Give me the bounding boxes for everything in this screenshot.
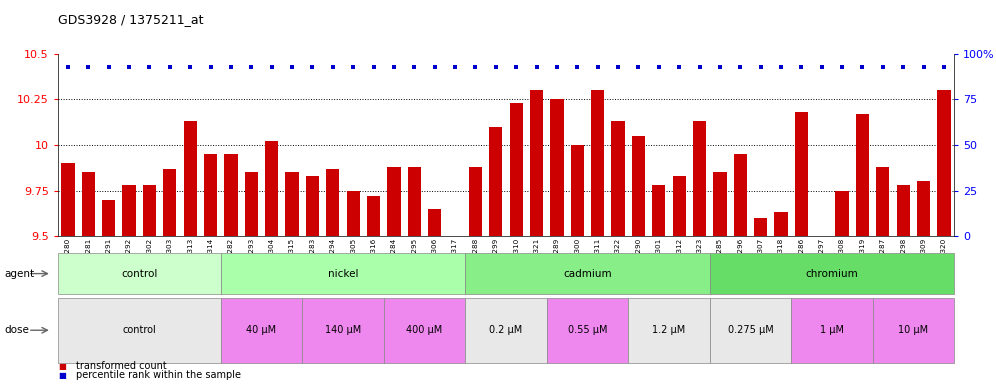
Text: ■: ■: [58, 371, 66, 380]
Bar: [286, 172, 299, 236]
Text: control: control: [122, 268, 157, 279]
Bar: [326, 169, 340, 236]
Bar: [693, 121, 706, 236]
Bar: [774, 212, 788, 236]
Text: 140 μM: 140 μM: [325, 325, 362, 335]
Bar: [448, 236, 462, 242]
Bar: [795, 112, 808, 236]
Text: percentile rank within the sample: percentile rank within the sample: [76, 370, 241, 380]
Bar: [713, 172, 726, 236]
Text: chromium: chromium: [806, 268, 859, 279]
Bar: [183, 121, 197, 236]
Bar: [530, 90, 543, 236]
Bar: [387, 167, 400, 236]
Bar: [306, 176, 319, 236]
Text: 0.55 μM: 0.55 μM: [568, 325, 608, 335]
Text: 40 μM: 40 μM: [246, 325, 277, 335]
Bar: [347, 190, 360, 236]
Text: 10 μM: 10 μM: [898, 325, 928, 335]
Bar: [856, 114, 870, 236]
Bar: [734, 154, 747, 236]
Bar: [571, 145, 584, 236]
Bar: [204, 154, 217, 236]
Bar: [224, 154, 238, 236]
Bar: [245, 172, 258, 236]
Bar: [102, 200, 116, 236]
Bar: [591, 90, 605, 236]
Bar: [428, 209, 441, 236]
Bar: [510, 103, 523, 236]
Bar: [754, 218, 767, 236]
Text: dose: dose: [4, 325, 29, 335]
Text: nickel: nickel: [328, 268, 359, 279]
Bar: [876, 167, 889, 236]
Text: 0.2 μM: 0.2 μM: [489, 325, 523, 335]
Bar: [407, 167, 421, 236]
Bar: [672, 176, 686, 236]
Text: 1.2 μM: 1.2 μM: [652, 325, 685, 335]
Text: 0.275 μM: 0.275 μM: [727, 325, 773, 335]
Bar: [367, 196, 380, 236]
Text: GDS3928 / 1375211_at: GDS3928 / 1375211_at: [58, 13, 203, 26]
Bar: [937, 90, 950, 236]
Bar: [469, 167, 482, 236]
Text: 1 μM: 1 μM: [820, 325, 844, 335]
Bar: [896, 185, 910, 236]
Text: transformed count: transformed count: [76, 361, 166, 371]
Bar: [163, 169, 176, 236]
Bar: [652, 185, 665, 236]
Bar: [62, 163, 75, 236]
Bar: [550, 99, 564, 236]
Text: agent: agent: [4, 268, 34, 279]
Bar: [142, 185, 156, 236]
Bar: [123, 185, 135, 236]
Text: 400 μM: 400 μM: [406, 325, 442, 335]
Text: control: control: [123, 325, 156, 335]
Bar: [917, 181, 930, 236]
Bar: [82, 172, 95, 236]
Bar: [265, 141, 278, 236]
Text: ■: ■: [58, 362, 66, 371]
Text: cadmium: cadmium: [563, 268, 612, 279]
Bar: [836, 190, 849, 236]
Bar: [612, 121, 624, 236]
Bar: [631, 136, 645, 236]
Bar: [489, 127, 502, 236]
